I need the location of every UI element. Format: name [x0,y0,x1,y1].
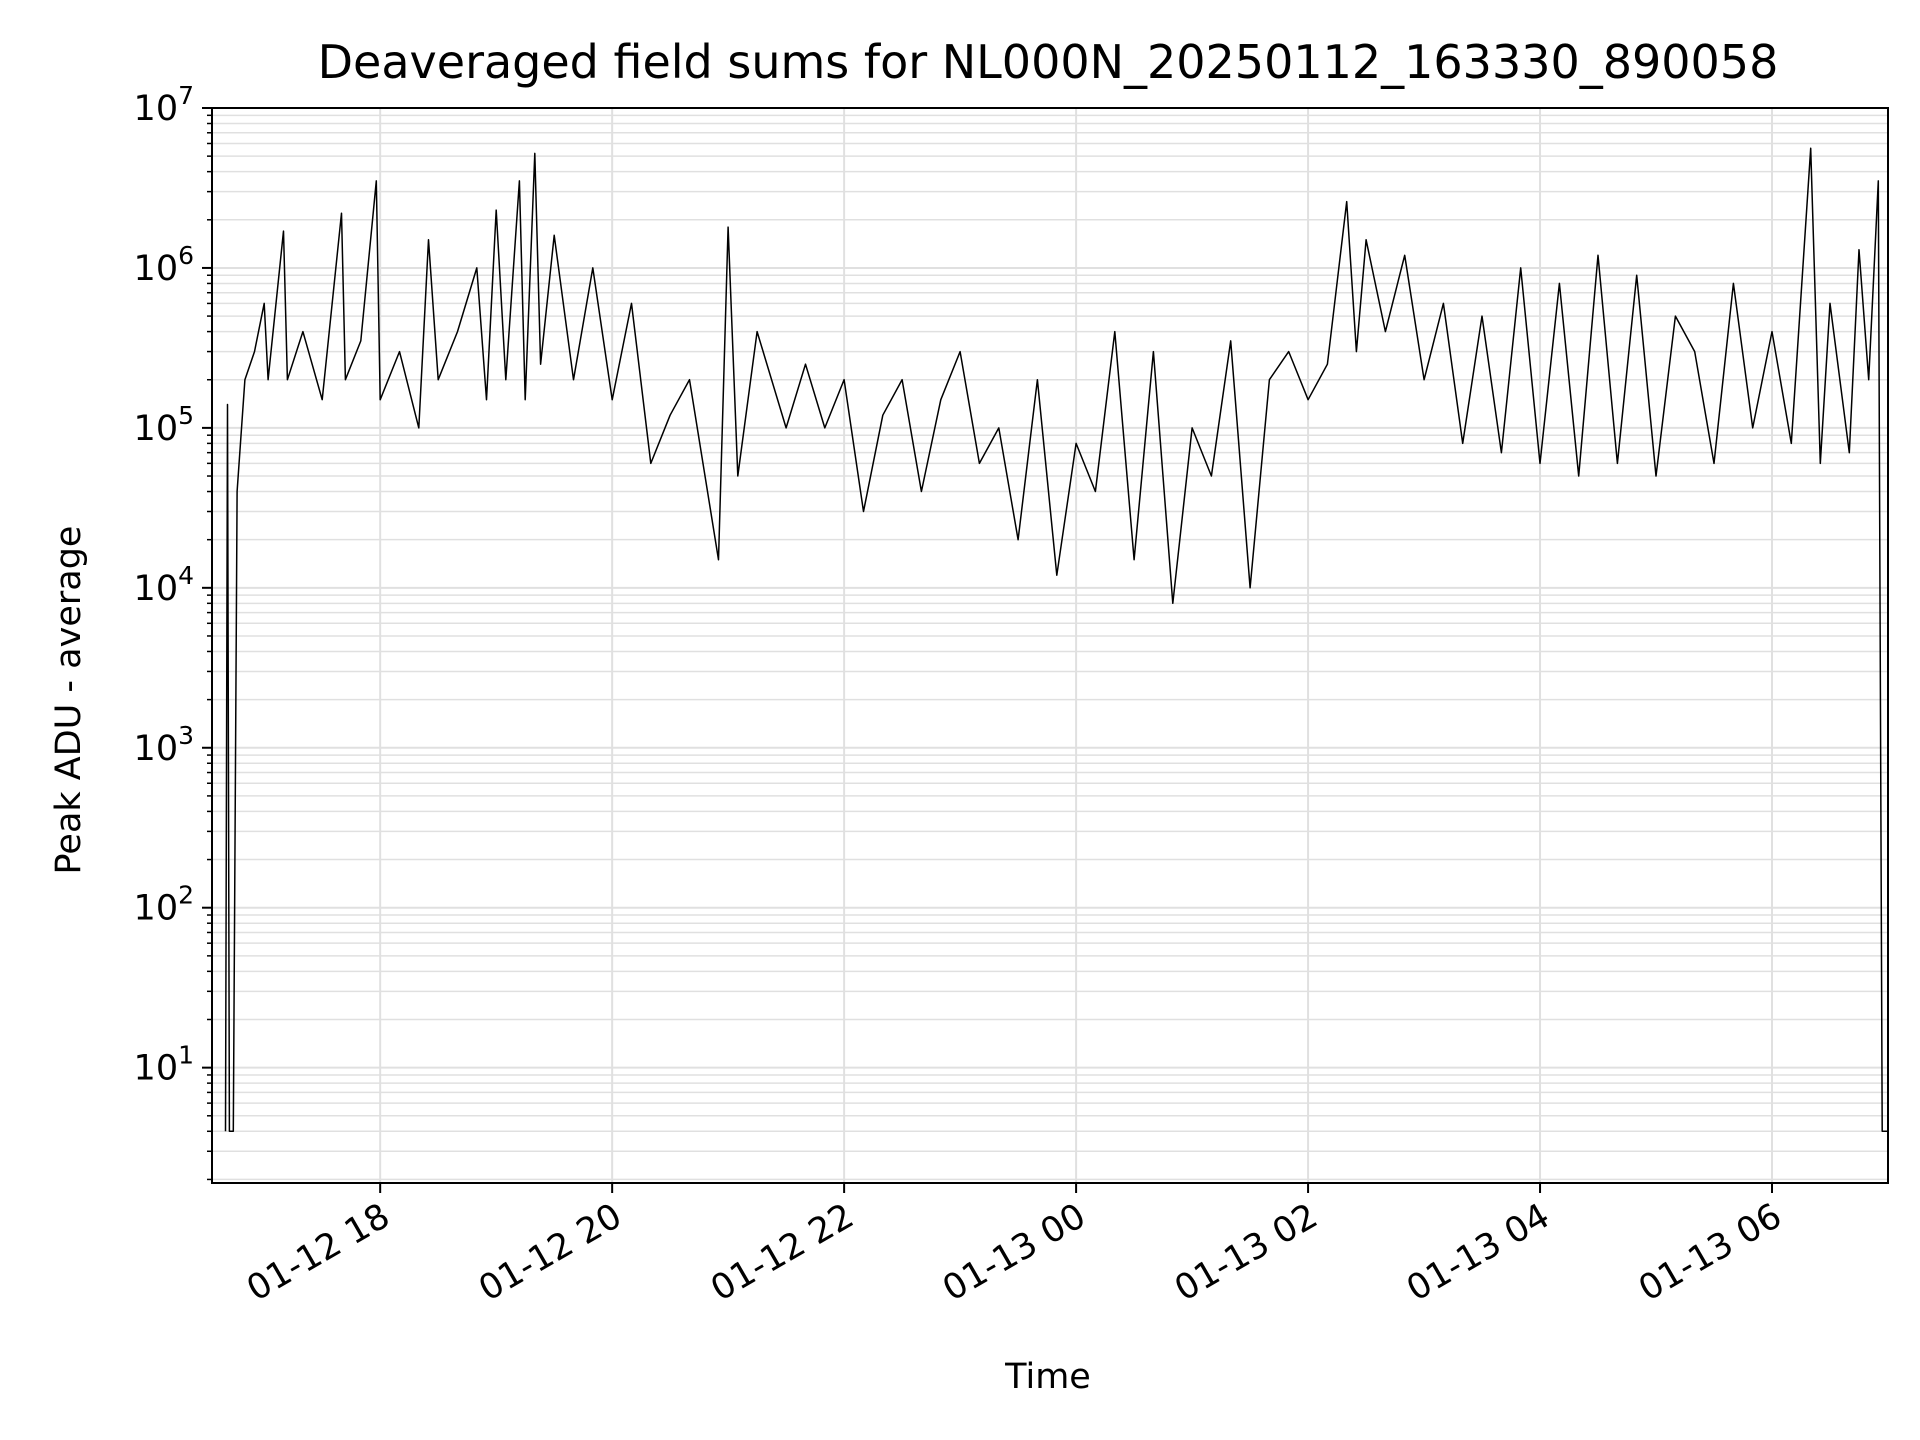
x-tick-label: 01-12 20 [472,1196,628,1309]
x-axis: 01-12 18 01-12 20 01-12 22 01-13 00 01-13 02… [240,1183,1789,1309]
y-tick-label: 103 [134,721,194,769]
grid [212,107,1888,1183]
y-tick-label: 101 [134,1041,194,1089]
x-tick-label: 01-12 22 [704,1196,860,1309]
plot-frame [211,107,1889,1184]
x-tick-label: 01-12 18 [240,1196,396,1309]
y-tick-label: 105 [134,401,194,449]
y-tick-label: 106 [134,241,194,289]
y-tick-label: 104 [134,561,194,609]
x-axis-label: Time [1004,1357,1091,1397]
series-group [224,147,1888,1133]
y-axis: 101 102 103 104 105 106 107 [134,81,212,1181]
chart-title: Deaveraged field sums for NL000N_2025011… [318,35,1779,89]
y-tick-label: 102 [134,881,194,929]
y-axis-label: Peak ADU - average [49,526,89,875]
x-tick-label: 01-13 06 [1632,1196,1788,1309]
x-tick-label: 01-13 02 [1168,1196,1324,1309]
y-tick-label: 107 [134,81,194,129]
series-line [224,147,1888,1133]
x-tick-label: 01-13 04 [1400,1196,1556,1309]
x-tick-label: 01-13 00 [936,1196,1092,1309]
